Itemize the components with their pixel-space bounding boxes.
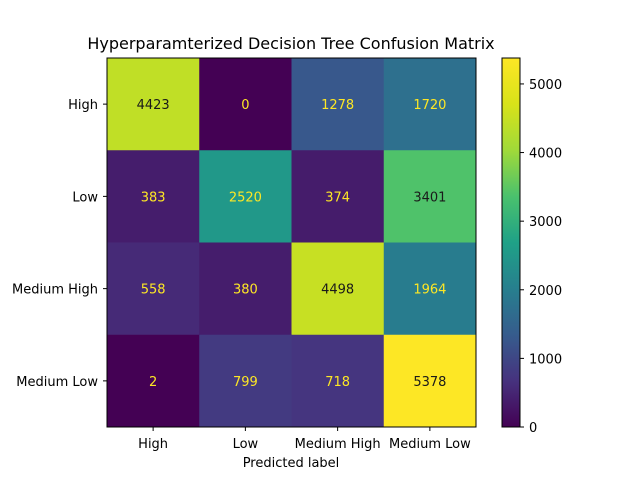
x-tick-label: Medium Low [389, 437, 471, 452]
colorbar-tick-label: 0 [529, 421, 537, 436]
colorbar-tick-label: 2000 [529, 284, 562, 299]
y-tick-label: High [68, 98, 98, 113]
heatmap-cell-labels: 4423 0 1278 1720 383 2520 374 3401 558 380 4498 196… [137, 98, 447, 390]
y-tick-label: Medium High [12, 283, 98, 298]
chart-title: Hyperparamterized Decision Tree Confusio… [87, 34, 494, 53]
heatmap-cell [107, 150, 200, 243]
x-tick-label: High [138, 437, 168, 452]
y-axis: High Low Medium High Medium Low [12, 98, 107, 390]
heatmap-cell [291, 334, 385, 428]
x-tick-label: Low [233, 437, 259, 452]
cell-value-label: 1964 [413, 283, 446, 298]
heatmap-cell [291, 242, 385, 336]
x-axis-label: Predicted label [243, 456, 340, 471]
colorbar [501, 57, 521, 428]
heatmap-cells [107, 58, 477, 428]
cell-value-label: 718 [325, 375, 350, 390]
x-tick-label: Medium High [295, 437, 381, 452]
cell-value-label: 2 [149, 375, 157, 390]
cell-value-label: 380 [233, 283, 258, 298]
cell-value-label: 374 [325, 190, 350, 205]
cell-value-label: 558 [141, 283, 166, 298]
cell-value-label: 2520 [229, 190, 262, 205]
cell-value-label: 3401 [413, 190, 446, 205]
colorbar-tick-label: 4000 [529, 147, 562, 162]
cell-value-label: 1720 [413, 98, 446, 113]
cell-value-label: 799 [233, 375, 258, 390]
heatmap-cell [199, 242, 292, 336]
colorbar-tick-label: 1000 [529, 352, 562, 367]
cell-value-label: 1278 [321, 98, 354, 113]
heatmap-cell [107, 58, 200, 151]
heatmap-cell [383, 58, 477, 151]
heatmap-cell [107, 334, 200, 428]
heatmap-cell [383, 242, 477, 336]
heatmap-cell [107, 242, 200, 336]
cell-value-label: 0 [241, 98, 249, 113]
colorbar-axis: 0 1000 2000 3000 4000 5000 [520, 78, 562, 436]
heatmap-cell [291, 58, 385, 151]
y-tick-label: Medium Low [16, 375, 98, 390]
cell-value-label: 4498 [321, 283, 354, 298]
heatmap-cell [199, 150, 292, 243]
heatmap-cell [199, 58, 292, 151]
colorbar-tick-label: 5000 [529, 78, 562, 93]
heatmap-cell [383, 334, 477, 428]
cell-value-label: 383 [141, 190, 166, 205]
heatmap-cell [291, 150, 385, 243]
cell-value-label: 5378 [413, 375, 446, 390]
plot-frame [106, 57, 477, 428]
colorbar-tick-label: 3000 [529, 215, 562, 230]
y-tick-label: Low [72, 190, 98, 205]
cell-value-label: 4423 [137, 98, 170, 113]
x-axis: High Low Medium High Medium Low [138, 427, 471, 452]
heatmap-cell [383, 150, 477, 243]
heatmap-cell [199, 334, 292, 428]
